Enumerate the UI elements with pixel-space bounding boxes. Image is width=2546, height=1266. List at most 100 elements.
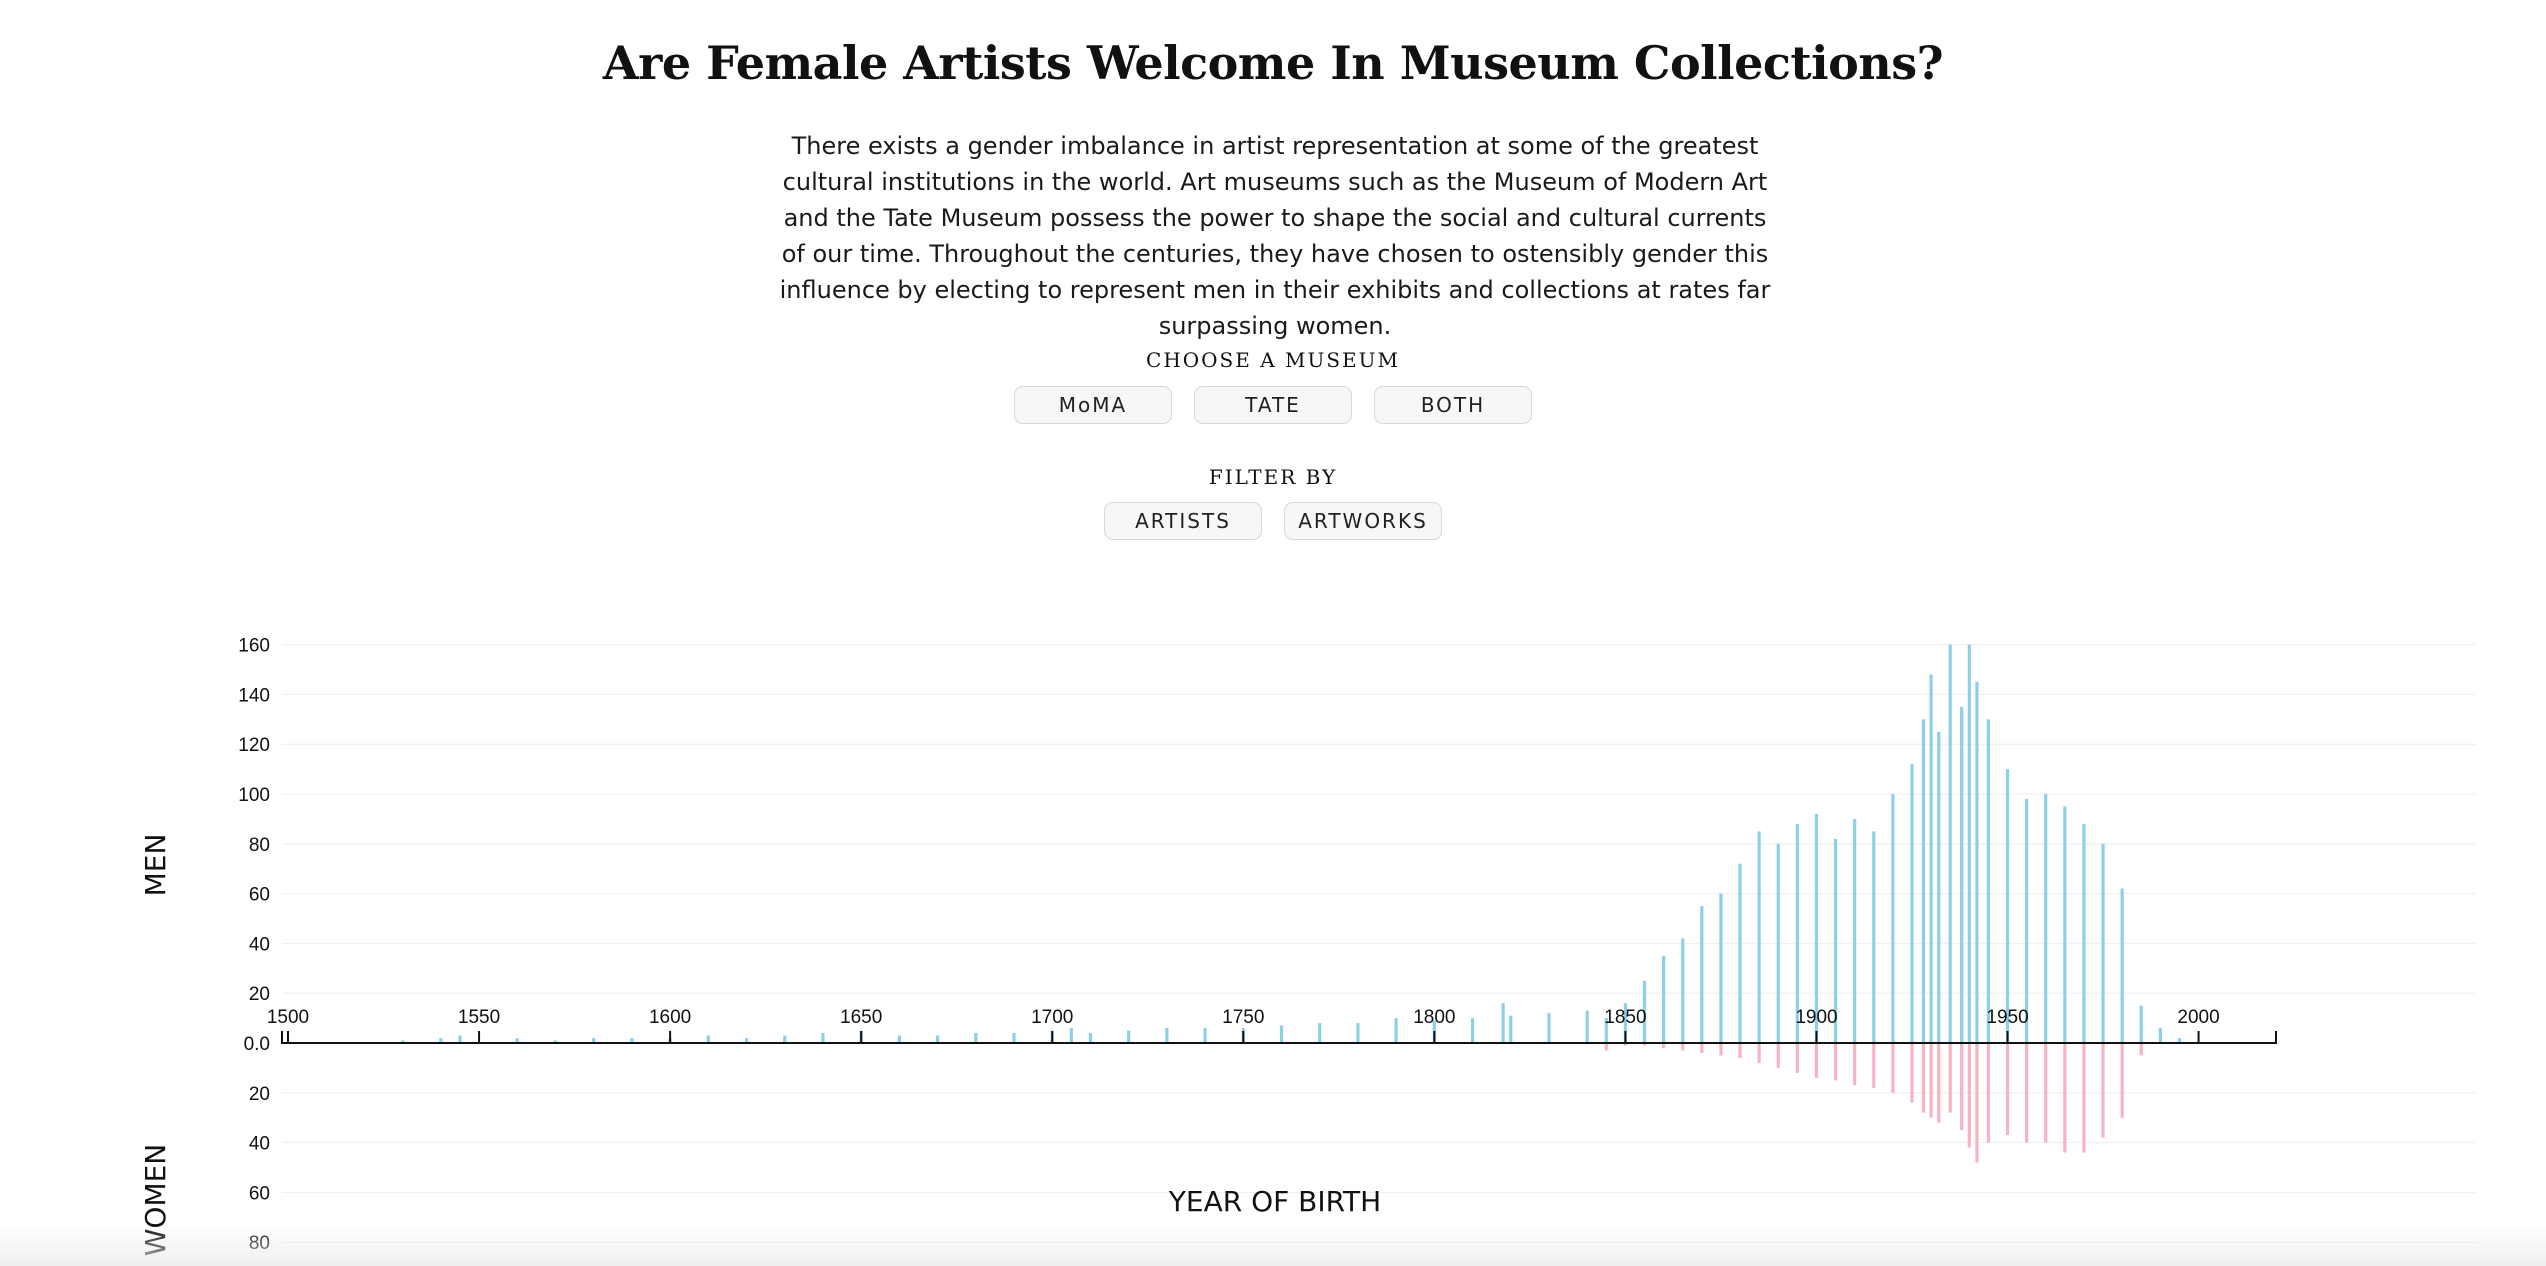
tate-button[interactable]: TATE (1194, 386, 1352, 424)
y-tick-label-men: 100 (238, 785, 270, 806)
women-bar (1814, 1043, 1819, 1078)
men-bar (515, 1038, 519, 1043)
men-bar (1356, 1023, 1360, 1043)
men-bar (1700, 906, 1704, 1043)
men-bar (1585, 1010, 1589, 1043)
y-tick-label-men: 60 (249, 885, 270, 906)
women-bar (1948, 1043, 1952, 1113)
x-tick-label: 1950 (1986, 1007, 2028, 1028)
men-bar (592, 1038, 596, 1043)
men-bar (897, 1035, 901, 1043)
women-bar (1960, 1043, 1964, 1131)
men-bar (553, 1040, 558, 1043)
y-tick-label-men: 40 (249, 934, 270, 955)
museum-label: Choose a museum (1146, 348, 1400, 372)
men-bar (1165, 1028, 1169, 1043)
men-bar (2101, 843, 2105, 1043)
women-bar (2044, 1043, 2048, 1143)
men-bar (1394, 1018, 1398, 1043)
men-bar (1910, 764, 1914, 1043)
men-bar (1012, 1033, 1016, 1043)
artists-button[interactable]: ARTISTS (1104, 502, 1262, 540)
y-axis-label-men: MEN (139, 834, 172, 897)
men-bar (1470, 1018, 1475, 1043)
women-bar (1967, 1043, 1971, 1148)
men-bar (1975, 681, 1979, 1043)
women-bar (1937, 1043, 1941, 1123)
artworks-button[interactable]: ARTWORKS (1284, 502, 1442, 540)
men-bar (1986, 719, 1991, 1043)
women-bar (1681, 1043, 1685, 1051)
x-tick-label: 1500 (267, 1007, 309, 1028)
men-bar (706, 1035, 710, 1043)
men-bar (1662, 955, 1666, 1043)
y-tick-label-men: 20 (249, 984, 270, 1005)
men-bar (2063, 806, 2067, 1043)
women-bar (1929, 1043, 1933, 1118)
women-bar (2025, 1043, 2029, 1143)
moma-button[interactable]: MoMA (1014, 386, 1172, 424)
y-tick-label-women: 40 (249, 1134, 270, 1155)
men-bar (744, 1038, 749, 1043)
men-bar (1967, 644, 1971, 1043)
men-bar (2025, 798, 2029, 1043)
filter-label: Filter by (1208, 465, 1338, 489)
page-title: Are Female Artists Welcome In Museum Col… (602, 36, 1944, 90)
women-bar (2101, 1043, 2105, 1138)
y-tick-label-women: 20 (249, 1084, 270, 1105)
men-bar (1738, 863, 1742, 1043)
men-bar (439, 1038, 443, 1043)
men-bar (2082, 823, 2086, 1043)
x-tick-label: 1650 (840, 1007, 882, 1028)
y-tick-label-men: 80 (249, 835, 270, 856)
men-bar (1719, 893, 1723, 1043)
intro-paragraph: There exists a gender imbalance in artis… (779, 132, 1771, 340)
women-bar (1853, 1043, 1857, 1086)
women-bar (1921, 1043, 1926, 1113)
birth-year-chart: 0.0 20 40 60 80 100 120 140 160 20 40 60 80 1500 1550 1… (139, 636, 2476, 1256)
men-bar (1203, 1028, 1207, 1043)
women-bar (1776, 1043, 1780, 1068)
women-bar (2063, 1043, 2067, 1153)
men-bar (1318, 1023, 1322, 1043)
women-bar (1757, 1043, 1761, 1063)
women-bar (1623, 1043, 1628, 1046)
women-bar (2120, 1043, 2124, 1118)
men-bar (974, 1033, 978, 1043)
men-bar (1795, 823, 1799, 1043)
y-tick-label-women: 80 (249, 1233, 270, 1254)
y-tick-label-men: 120 (238, 735, 270, 756)
y-tick-label-women: 60 (249, 1183, 270, 1204)
men-bar (1501, 1003, 1505, 1043)
y-tick-label-men: 0.0 (244, 1034, 270, 1055)
men-bar (1757, 831, 1761, 1043)
men-bar (2005, 769, 2010, 1043)
both-button[interactable]: BOTH (1374, 386, 1532, 424)
women-bar (1891, 1043, 1895, 1093)
men-bar (2120, 888, 2124, 1043)
men-bar (1814, 813, 1819, 1043)
men-bar (630, 1038, 634, 1043)
women-bar (1642, 1043, 1647, 1046)
men-bar (783, 1035, 787, 1043)
men-bar (1127, 1030, 1131, 1043)
women-bar (1700, 1043, 1704, 1053)
women-bar (1738, 1043, 1742, 1058)
x-tick-label: 1700 (1031, 1007, 1073, 1028)
women-bar (1604, 1043, 1608, 1051)
men-bar (1872, 831, 1876, 1043)
x-tick-label: 1750 (1222, 1007, 1264, 1028)
men-bar (1509, 1015, 1513, 1043)
men-bar (1937, 731, 1941, 1043)
women-bar (2005, 1043, 2010, 1136)
men-bar (1921, 719, 1926, 1043)
x-tick-label: 1800 (1413, 1007, 1455, 1028)
x-tick-label: 1550 (458, 1007, 500, 1028)
men-bar (1948, 644, 1952, 1043)
y-tick-label-men: 160 (238, 636, 270, 657)
women-bar (1910, 1043, 1914, 1103)
women-bar (1795, 1043, 1799, 1073)
women-bar (2082, 1043, 2086, 1153)
men-bar (2139, 1005, 2143, 1043)
men-bar (1960, 706, 1964, 1043)
